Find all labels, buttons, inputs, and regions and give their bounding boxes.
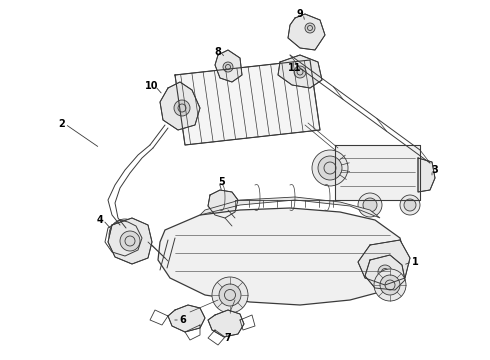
Text: 3: 3 <box>432 165 439 175</box>
Text: 8: 8 <box>215 47 221 57</box>
Circle shape <box>223 62 233 72</box>
Text: 6: 6 <box>180 315 186 325</box>
Text: 2: 2 <box>59 119 65 129</box>
Text: 11: 11 <box>288 63 302 73</box>
Text: 7: 7 <box>224 333 231 343</box>
Polygon shape <box>418 158 435 192</box>
Text: 4: 4 <box>97 215 103 225</box>
Polygon shape <box>335 145 420 200</box>
Circle shape <box>219 284 241 306</box>
Circle shape <box>378 265 392 279</box>
Circle shape <box>358 193 382 217</box>
Circle shape <box>318 156 342 180</box>
Circle shape <box>404 199 416 211</box>
Text: 1: 1 <box>412 257 418 267</box>
Text: 5: 5 <box>219 177 225 187</box>
Polygon shape <box>160 82 200 130</box>
Polygon shape <box>208 310 244 337</box>
Circle shape <box>115 225 135 245</box>
Text: 10: 10 <box>145 81 159 91</box>
Circle shape <box>312 150 348 186</box>
Polygon shape <box>358 240 410 285</box>
Polygon shape <box>175 60 320 145</box>
Circle shape <box>109 219 141 251</box>
Circle shape <box>120 231 140 251</box>
Circle shape <box>380 275 400 295</box>
Polygon shape <box>200 197 380 218</box>
Circle shape <box>294 66 306 78</box>
Circle shape <box>174 100 190 116</box>
Circle shape <box>374 269 406 301</box>
Polygon shape <box>215 50 242 82</box>
Polygon shape <box>158 208 405 305</box>
Polygon shape <box>168 305 205 332</box>
Polygon shape <box>108 218 152 264</box>
Polygon shape <box>288 14 325 50</box>
Circle shape <box>400 195 420 215</box>
Polygon shape <box>208 190 238 218</box>
Polygon shape <box>365 255 405 290</box>
Circle shape <box>363 198 377 212</box>
Circle shape <box>305 23 315 33</box>
Polygon shape <box>278 55 322 88</box>
Circle shape <box>212 277 248 313</box>
Text: 9: 9 <box>296 9 303 19</box>
